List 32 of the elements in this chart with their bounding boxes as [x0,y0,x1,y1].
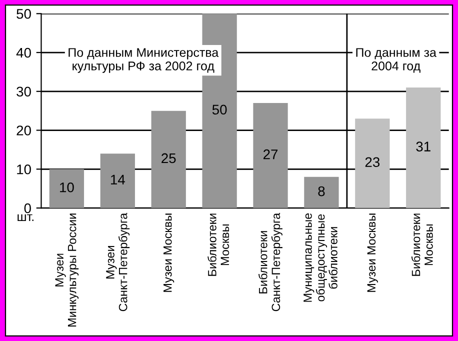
y-tick-label: 50 [16,8,31,19]
x-tick-label: Музеи Минкультуры России [55,214,79,326]
y-tick-label: 0 [24,203,31,214]
annotation: По данным за 2004 год [356,48,436,73]
x-tick-label: Музеи Санкт-Петербурга [106,212,130,312]
annotation: По данным Министерства культуры РФ за 2002 год [68,48,219,73]
bar [355,118,390,208]
x-tick-label: Музеи Москвы [367,214,378,292]
y-tick-label: 20 [16,126,31,136]
bar [151,110,186,208]
data-label: 27 [263,149,278,160]
data-label: 10 [60,182,74,192]
bar [406,88,441,208]
bar [304,176,339,208]
x-tick-label: Муниципальные общедоступные библиотеки [304,213,338,302]
x-tick-label: Библиотеки Санкт-Петербурга [258,212,282,312]
data-label: 25 [162,153,176,164]
x-tick-label: Библиотеки Москвы [411,214,433,276]
bar [253,103,288,208]
y-tick-label: 30 [16,86,31,97]
x-tick-label: Библиотеки Москвы [208,214,230,276]
y-tick-label: 40 [16,48,31,58]
data-label: 14 [110,174,125,184]
x-tick-label: Музеи Москвы [164,214,174,292]
data-label: 31 [416,142,430,152]
data-label: 8 [318,186,325,196]
data-label: 50 [212,104,227,115]
bar [100,154,135,208]
y-tick-label: 10 [17,164,31,174]
y-axis-title: шт. [18,214,34,221]
data-label: 23 [365,157,380,168]
bar [49,169,84,208]
